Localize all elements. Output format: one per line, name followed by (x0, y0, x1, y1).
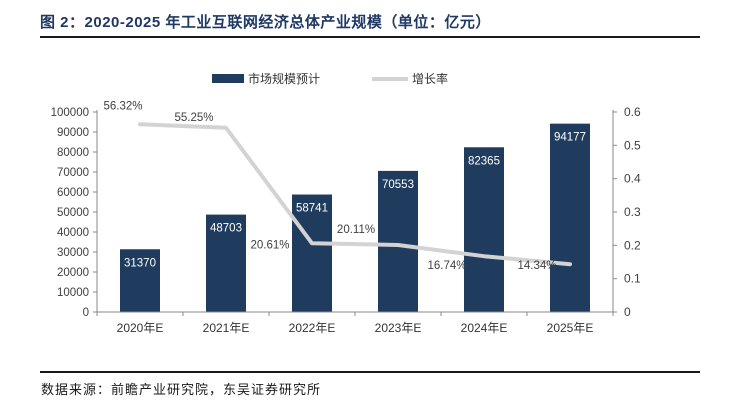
left-axis-tick-label: 70000 (57, 167, 89, 179)
category-label: 2021年E (203, 321, 250, 335)
bar-2024年E (464, 147, 504, 312)
right-axis-tick-label: 0.3 (624, 205, 641, 219)
left-axis-tick-label: 90000 (57, 127, 89, 139)
bar-value-label: 31370 (124, 257, 156, 269)
bar-2020年E (120, 249, 160, 312)
chart-legend: 市场规模预计 增长率 (212, 70, 448, 87)
bar-value-label: 94177 (554, 132, 586, 144)
right-axis-tick-label: 0.1 (624, 272, 641, 286)
right-axis-tick-label: 0.5 (624, 138, 641, 152)
growth-rate-label: 14.34% (517, 260, 556, 272)
bar-2025年E (550, 123, 590, 313)
bar-2022年E (292, 194, 332, 312)
category-label: 2024年E (461, 321, 508, 335)
left-axis-tick-label: 40000 (57, 227, 89, 239)
growth-rate-label: 20.61% (250, 239, 289, 251)
growth-rate-line (138, 122, 572, 267)
left-axis-tick-label: 20000 (57, 267, 89, 279)
left-axis-tick-label: 100000 (51, 107, 89, 119)
legend-label-market-size: 市场规模预计 (248, 72, 321, 86)
bar-series-swatch-icon (212, 74, 244, 83)
right-axis-tick-label: 0 (624, 305, 631, 319)
right-axis-tick-label: 0.2 (624, 238, 641, 252)
category-label: 2025年E (547, 321, 594, 335)
legend-item-market-size: 市场规模预计 (212, 70, 320, 87)
left-axis-tick-label: 80000 (57, 147, 89, 159)
footer-divider (40, 371, 700, 373)
left-axis-tick-label: 30000 (57, 247, 89, 259)
category-label: 2023年E (375, 321, 422, 335)
left-axis-tick-label: 50000 (57, 207, 89, 219)
data-source: 数据来源：前瞻产业研究院，东吴证券研究所 (41, 382, 322, 397)
bar-value-label: 58741 (296, 203, 328, 215)
title-divider (40, 36, 700, 38)
category-label: 2020年E (117, 321, 164, 335)
left-axis-tick-label: 60000 (57, 187, 89, 199)
bar-value-label: 70553 (382, 179, 414, 191)
bar-2023年E (378, 170, 418, 312)
line-series-swatch-icon (372, 76, 409, 81)
right-axis-tick-label: 0.4 (624, 172, 641, 186)
legend-label-growth-rate: 增长率 (412, 72, 449, 86)
growth-rate-label: 56.32% (103, 100, 142, 112)
growth-rate-label: 16.74% (427, 260, 466, 272)
growth-rate-label: 55.25% (174, 112, 213, 124)
left-axis-tick-label: 0 (83, 307, 89, 319)
category-label: 2022年E (289, 321, 336, 335)
left-axis-tick-label: 10000 (57, 287, 89, 299)
legend-item-growth-rate: 增长率 (372, 70, 448, 87)
growth-rate-label: 20.11% (337, 224, 375, 236)
bar-2021年E (206, 214, 246, 312)
right-axis-tick-label: 0.6 (624, 105, 641, 119)
bar-value-label: 48703 (210, 223, 242, 235)
figure-title: 图 2：2020-2025 年工业互联网经济总体产业规模（单位：亿元） (40, 14, 491, 31)
bar-value-label: 82365 (468, 155, 500, 167)
